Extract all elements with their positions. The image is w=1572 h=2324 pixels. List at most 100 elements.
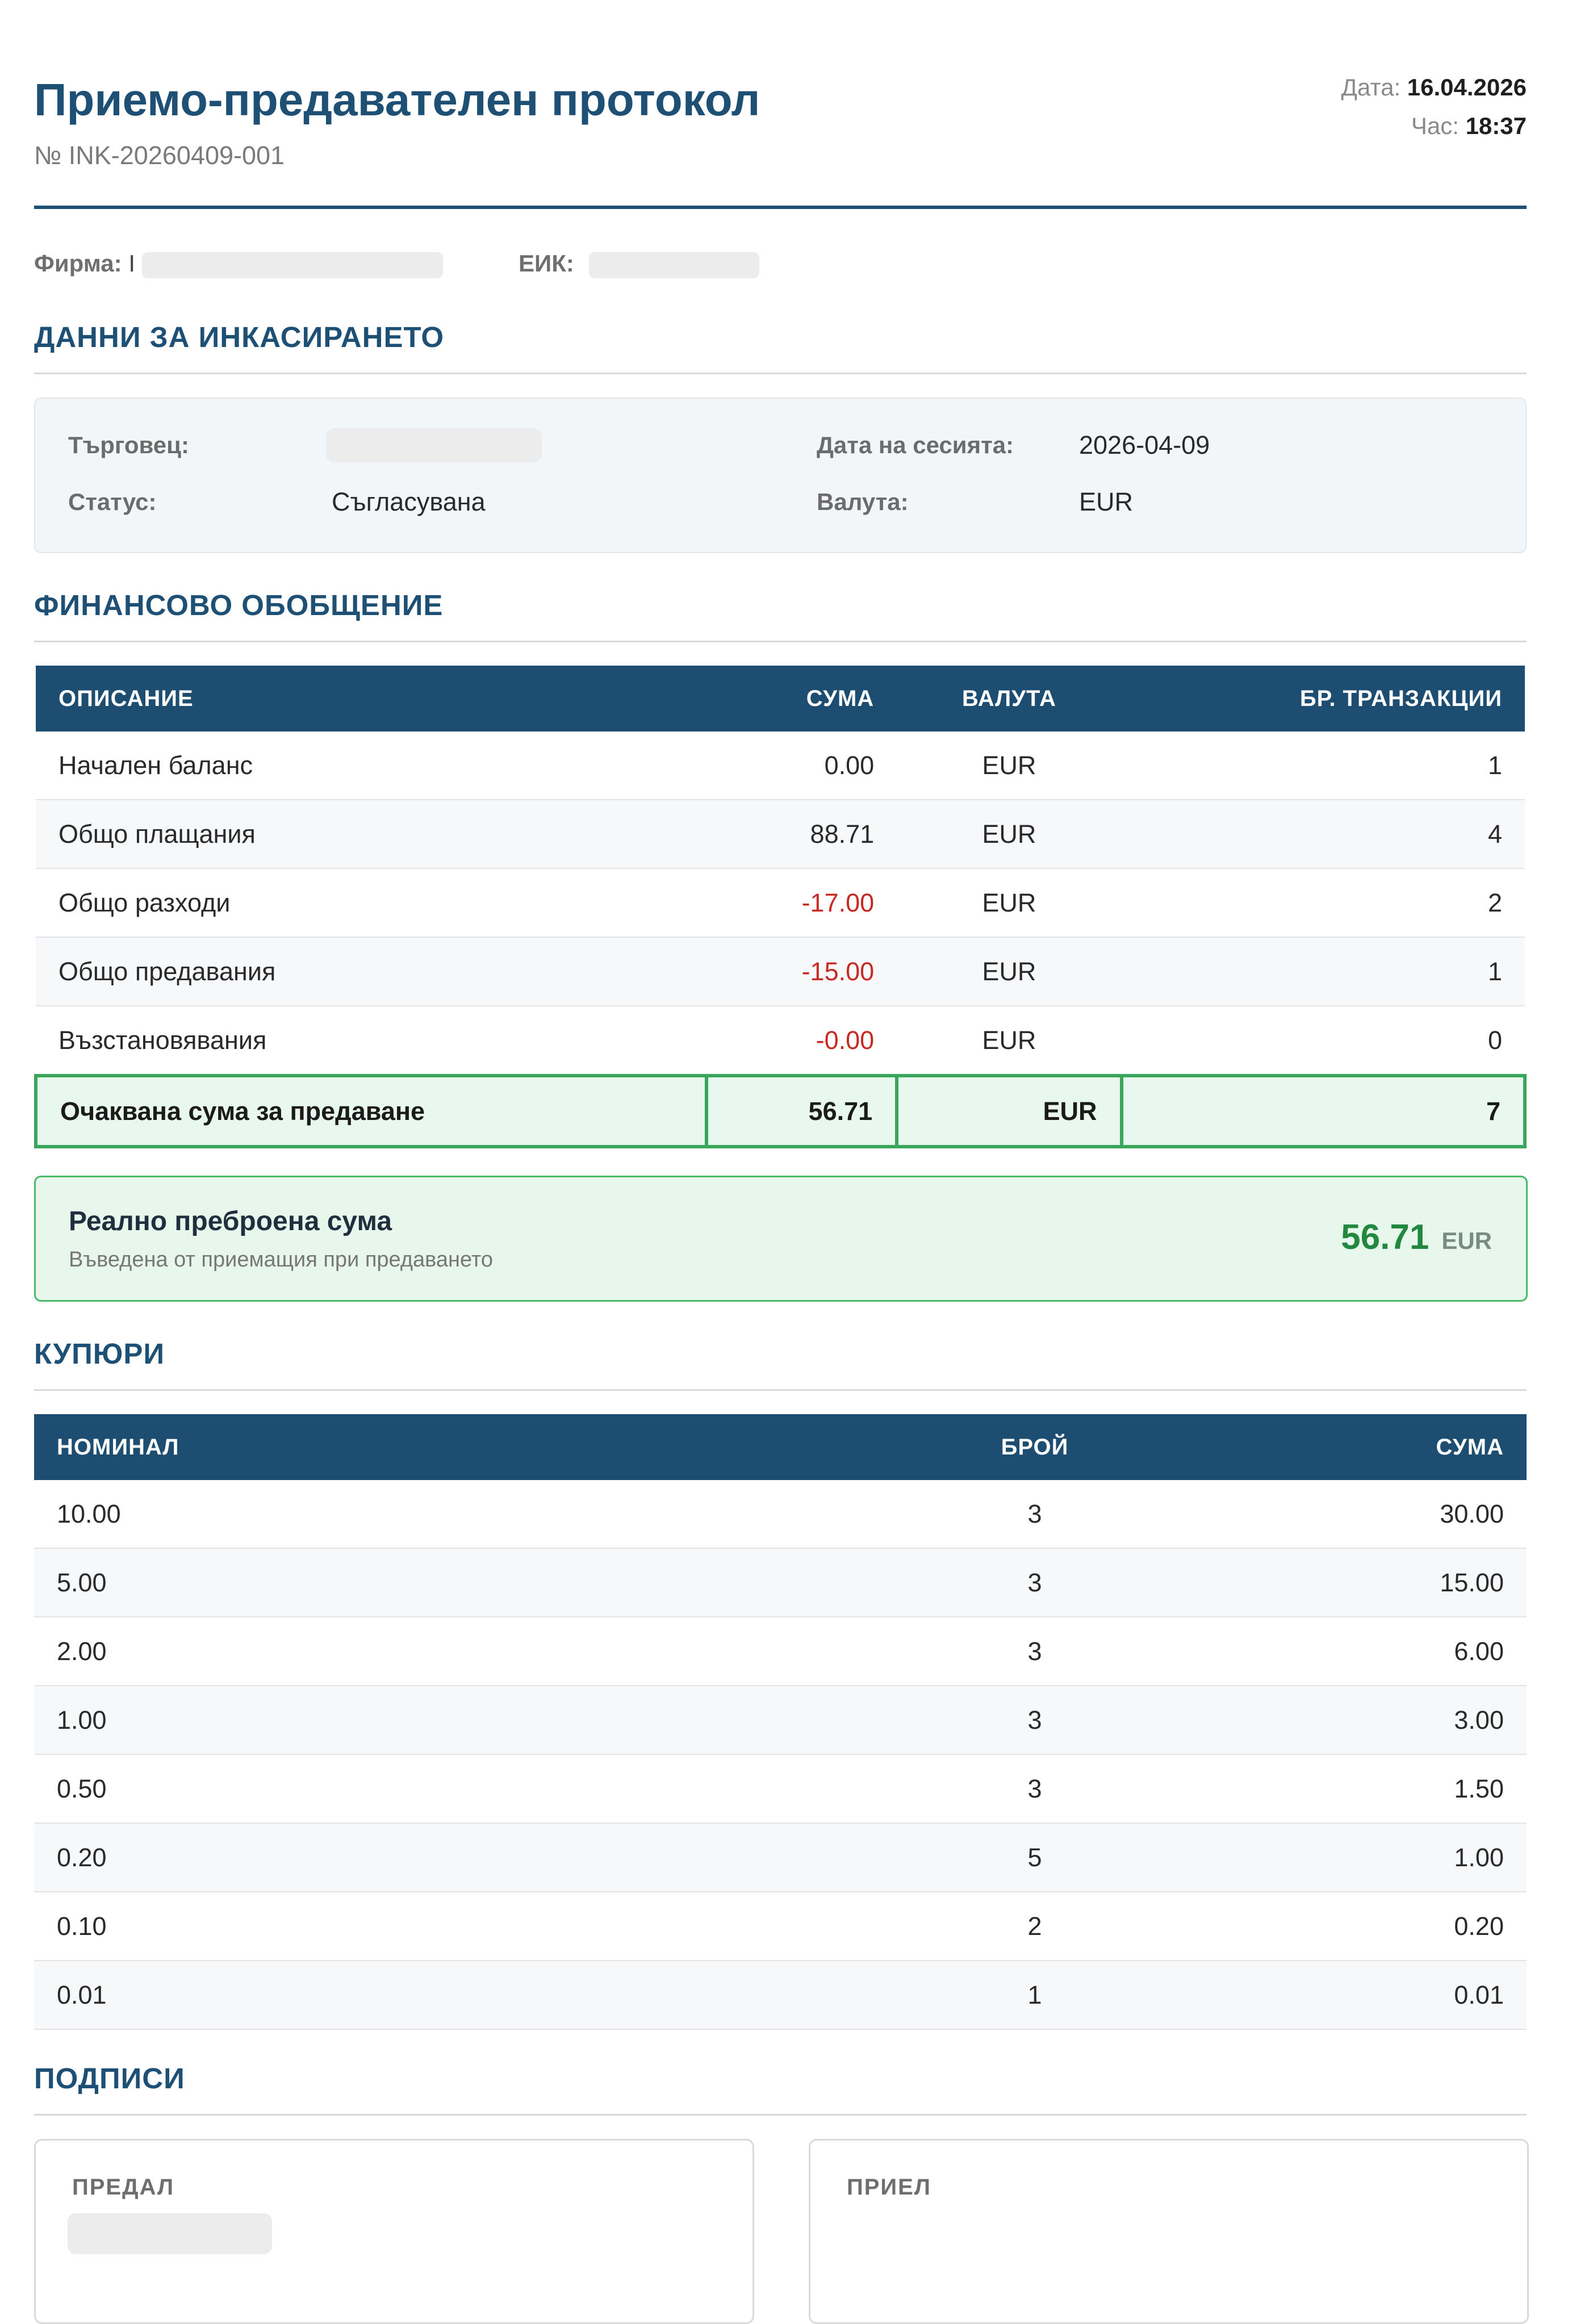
row-count: 1 bbox=[926, 1961, 1144, 2030]
merchant-label: Търговец: bbox=[68, 432, 189, 458]
row-currency: EUR bbox=[897, 868, 1122, 938]
received-label: ПРИЕЛ bbox=[847, 2175, 931, 2200]
column-header-description: ОПИСАНИЕ bbox=[36, 666, 706, 732]
row-amount: -17.00 bbox=[706, 868, 897, 938]
counted-subtitle: Въведена от приемащия при предаването bbox=[69, 1248, 494, 1272]
row-sum: 6.00 bbox=[1144, 1617, 1527, 1686]
counted-amount: 56.71 EUR bbox=[1341, 1217, 1492, 1257]
row-count: 2 bbox=[926, 1892, 1144, 1961]
row-denomination: 0.10 bbox=[34, 1892, 926, 1961]
column-header-transactions: БР. ТРАНЗАКЦИИ bbox=[1121, 666, 1525, 732]
currency-label: Валута: bbox=[817, 488, 909, 515]
row-denomination: 0.20 bbox=[34, 1823, 926, 1892]
banknotes-section-title: КУПЮРИ bbox=[34, 1337, 165, 1370]
row-description: Общо предавания bbox=[36, 937, 706, 1006]
company-line: Фирма: I ЕИК: bbox=[34, 250, 759, 278]
handed-label: ПРЕДАЛ bbox=[72, 2175, 175, 2200]
time-value: 18:37 bbox=[1465, 112, 1527, 139]
financial-summary-table: ОПИСАНИЕ СУМА ВАЛУТА БР. ТРАНЗАКЦИИ Нача… bbox=[34, 666, 1527, 1148]
table-row: 2.00 3 6.00 bbox=[34, 1617, 1527, 1686]
protocol-number: № INK-20260409-001 bbox=[34, 141, 285, 170]
firm-value: I bbox=[128, 250, 135, 277]
row-sum: 1.50 bbox=[1144, 1754, 1527, 1824]
financial-section-title: ФИНАНСОВО ОБОБЩЕНИЕ bbox=[34, 589, 444, 621]
table-row: 5.00 3 15.00 bbox=[34, 1548, 1527, 1617]
table-row: 10.00 3 30.00 bbox=[34, 1480, 1527, 1549]
section-divider bbox=[34, 1389, 1527, 1391]
row-currency: EUR bbox=[897, 937, 1122, 1006]
table-row: 0.20 5 1.00 bbox=[34, 1823, 1527, 1892]
row-count: 2 bbox=[1121, 868, 1525, 938]
counted-title: Реално преброена сума bbox=[69, 1206, 392, 1236]
counted-amount-value: 56.71 bbox=[1341, 1218, 1429, 1257]
row-sum: 3.00 bbox=[1144, 1686, 1527, 1755]
signature-box-received: ПРИЕЛ bbox=[809, 2139, 1529, 2324]
expected-description: Очаквана сума за предаване bbox=[34, 1074, 708, 1148]
row-denomination: 5.00 bbox=[34, 1548, 926, 1617]
row-sum: 0.01 bbox=[1144, 1961, 1527, 2030]
column-header-denomination: НОМИНАЛ bbox=[34, 1414, 926, 1480]
row-count: 4 bbox=[1121, 800, 1525, 869]
column-header-currency: ВАЛУТА bbox=[897, 666, 1122, 732]
row-description: Начален баланс bbox=[36, 732, 706, 800]
table-header-row: НОМИНАЛ БРОЙ СУМА bbox=[34, 1414, 1527, 1480]
collection-section-title: ДАННИ ЗА ИНКАСИРАНЕТО bbox=[34, 321, 445, 353]
document-meta: Дата: 16.04.2026 Час: 18:37 bbox=[1341, 68, 1527, 145]
firm-redacted bbox=[141, 252, 443, 278]
row-amount: 0.00 bbox=[706, 732, 897, 800]
eik-redacted bbox=[588, 252, 759, 278]
row-count: 3 bbox=[926, 1480, 1144, 1549]
row-count: 3 bbox=[926, 1548, 1144, 1617]
expected-count: 7 bbox=[1119, 1074, 1527, 1148]
column-header-count: БРОЙ bbox=[926, 1414, 1144, 1480]
collection-info-box: Търговец: Статус: Съгласувана Дата на се… bbox=[34, 398, 1527, 553]
expected-currency: EUR bbox=[895, 1074, 1123, 1148]
row-count: 1 bbox=[1121, 732, 1525, 800]
signature-box-handed: ПРЕДАЛ bbox=[34, 2139, 754, 2324]
row-denomination: 2.00 bbox=[34, 1617, 926, 1686]
row-count: 3 bbox=[926, 1617, 1144, 1686]
table-row: Начален баланс 0.00 EUR 1 bbox=[36, 732, 1525, 800]
row-amount: 88.71 bbox=[706, 800, 897, 869]
table-row: 0.50 3 1.50 bbox=[34, 1754, 1527, 1824]
table-row: Общо разходи -17.00 EUR 2 bbox=[36, 868, 1525, 938]
row-count: 3 bbox=[926, 1686, 1144, 1755]
expected-amount: 56.71 bbox=[704, 1074, 899, 1148]
section-divider bbox=[34, 641, 1527, 642]
row-currency: EUR bbox=[897, 732, 1122, 800]
date-label: Дата: bbox=[1341, 74, 1401, 101]
table-row: 0.01 1 0.01 bbox=[34, 1961, 1527, 2030]
merchant-redacted bbox=[326, 428, 542, 462]
row-denomination: 0.50 bbox=[34, 1754, 926, 1824]
status-label: Статус: bbox=[68, 488, 157, 515]
row-sum: 15.00 bbox=[1144, 1548, 1527, 1617]
row-denomination: 10.00 bbox=[34, 1480, 926, 1549]
currency-value: EUR bbox=[1079, 487, 1134, 516]
column-header-sum: СУМА bbox=[1144, 1414, 1527, 1480]
date-value: 16.04.2026 bbox=[1407, 74, 1527, 101]
row-denomination: 0.01 bbox=[34, 1961, 926, 2030]
expected-total-row: Очаквана сума за предаване 56.71 EUR 7 bbox=[34, 1074, 1527, 1148]
counted-currency: EUR bbox=[1441, 1227, 1492, 1254]
signatures-section-title: ПОДПИСИ bbox=[34, 2062, 185, 2095]
section-divider bbox=[34, 2114, 1527, 2116]
row-denomination: 1.00 bbox=[34, 1686, 926, 1755]
handed-name-redacted bbox=[68, 2213, 272, 2254]
table-header-row: ОПИСАНИЕ СУМА ВАЛУТА БР. ТРАНЗАКЦИИ bbox=[36, 666, 1525, 732]
row-count: 5 bbox=[926, 1823, 1144, 1892]
table-row: Възстановявания -0.00 EUR 0 bbox=[36, 1006, 1525, 1076]
status-value: Съгласувана bbox=[332, 487, 486, 516]
row-count: 3 bbox=[926, 1754, 1144, 1824]
table-row: 0.10 2 0.20 bbox=[34, 1892, 1527, 1961]
column-header-amount: СУМА bbox=[706, 666, 897, 732]
time-label: Час: bbox=[1411, 112, 1459, 139]
table-row: 1.00 3 3.00 bbox=[34, 1686, 1527, 1755]
firm-label: Фирма: bbox=[34, 250, 122, 277]
row-amount: -15.00 bbox=[706, 937, 897, 1006]
table-row: Общо предавания -15.00 EUR 1 bbox=[36, 937, 1525, 1006]
row-sum: 30.00 bbox=[1144, 1480, 1527, 1549]
counted-amount-box: Реално преброена сума Въведена от приема… bbox=[34, 1176, 1528, 1302]
section-divider bbox=[34, 373, 1527, 374]
eik-label: ЕИК: bbox=[519, 250, 574, 277]
